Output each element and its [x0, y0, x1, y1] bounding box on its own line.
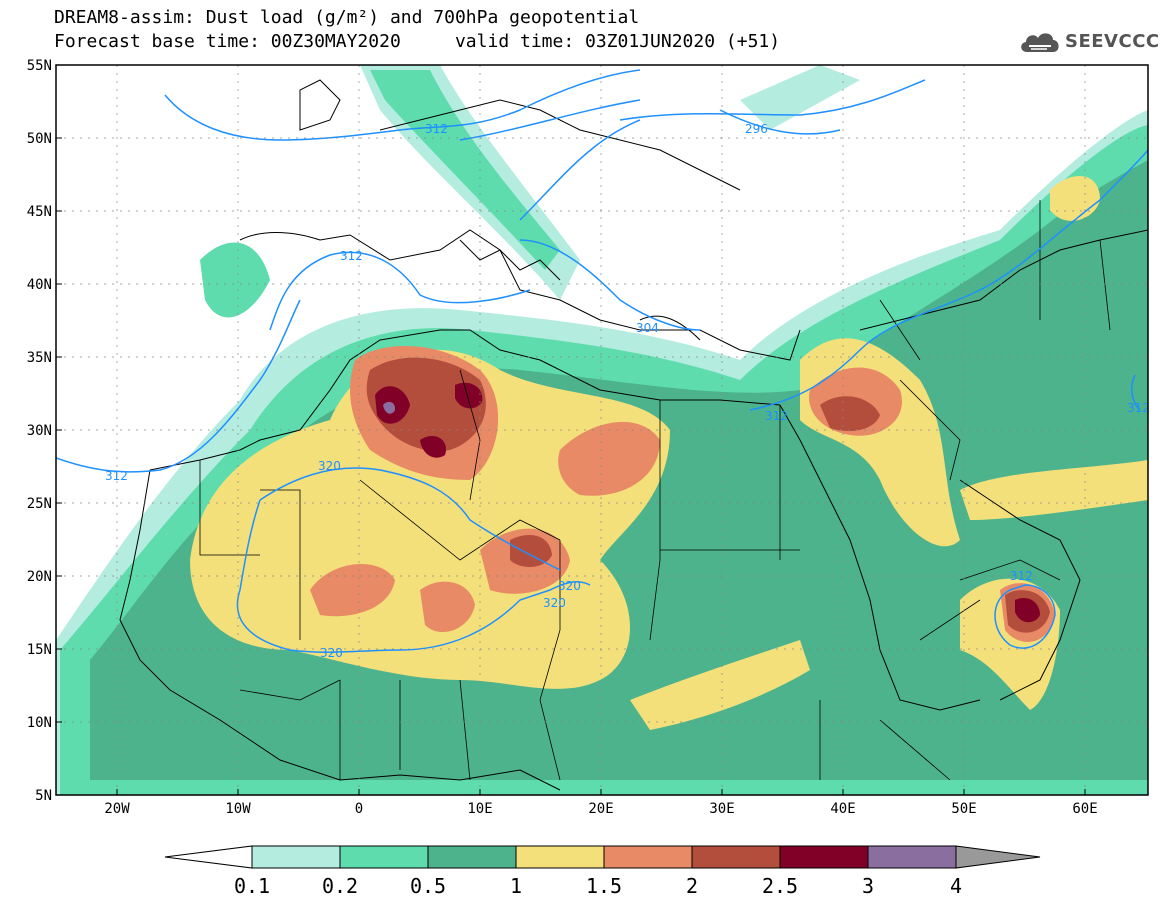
contour-label: 304 [636, 321, 659, 335]
contour-label: 312 [105, 469, 128, 483]
coastlines [119, 79, 1148, 791]
lon-label: 30E [709, 801, 734, 817]
contour-label: 312 [1127, 401, 1150, 415]
colorbar-swatch [691, 845, 781, 869]
lon-label: 10E [467, 801, 492, 817]
longitude-labels: 20W 10W 0 10E 20E 30E 40E 50E 60E [104, 801, 1097, 817]
map-title-line-2: Forecast base time: 00Z30MAY2020 valid t… [54, 31, 781, 52]
colorbar-label: 2.5 [762, 874, 798, 898]
colorbar-swatch [779, 845, 869, 869]
colorbar-label: 0.1 [234, 874, 270, 898]
country-borders [199, 200, 1111, 781]
contour-labels: 312 296 312 304 312 312 320 320 320 320 … [105, 122, 1150, 660]
cloud-icon [1021, 33, 1059, 52]
colorbar-label: 0.5 [410, 874, 446, 898]
lat-label: 5N [35, 788, 52, 804]
lat-label: 55N [27, 58, 52, 74]
lon-label: 50E [951, 801, 976, 817]
contour-label: 320 [318, 459, 341, 473]
colorbar-under-triangle [164, 845, 253, 869]
colorbar-swatch [515, 845, 605, 869]
colorbar-over-triangle [955, 845, 1041, 869]
lon-label: 60E [1072, 801, 1097, 817]
graticule [56, 65, 1148, 795]
lat-label: 15N [27, 642, 52, 658]
lat-label: 35N [27, 350, 52, 366]
colorbar-label: 0.2 [322, 874, 358, 898]
colorbar-label: 4 [950, 874, 962, 898]
contour-label: 320 [543, 596, 566, 610]
lat-label: 40N [27, 277, 52, 293]
colorbar-label: 1.5 [586, 874, 622, 898]
contour-label: 312 [765, 409, 788, 423]
dust-level-1 [190, 176, 1148, 730]
latitude-labels: 55N 50N 45N 40N 35N 30N 25N 20N 15N 10N … [27, 58, 52, 804]
geopotential-contours [56, 69, 1148, 653]
map-title-line-1: DREAM8-assim: Dust load (g/m²) and 700hP… [54, 7, 640, 28]
contour-label: 312 [1010, 569, 1033, 583]
lat-label: 10N [27, 715, 52, 731]
contour-label: 320 [558, 579, 581, 593]
colorbar-swatch [603, 845, 693, 869]
lon-label: 40E [830, 801, 855, 817]
lat-label: 25N [27, 496, 52, 512]
lat-label: 30N [27, 423, 52, 439]
colorbar-label: 1 [510, 874, 522, 898]
colorbar-swatch [867, 845, 957, 869]
colorbar: 0.1 0.2 0.5 1 1.5 2 2.5 3 4 [164, 845, 1041, 898]
lon-label: 20W [104, 801, 130, 817]
contour-label: 320 [320, 646, 343, 660]
colorbar-swatch [427, 845, 517, 869]
colorbar-label: 3 [862, 874, 874, 898]
lat-label: 20N [27, 569, 52, 585]
lat-label: 45N [27, 204, 52, 220]
colorbar-swatch [339, 845, 429, 869]
lon-label: 0 [355, 801, 363, 817]
contour-label: 312 [425, 122, 448, 136]
seevccc-logo: SEEVCCC [1017, 26, 1160, 58]
lat-label: 50N [27, 131, 52, 147]
logo-text: SEEVCCC [1065, 31, 1160, 52]
colorbar-swatch [251, 845, 341, 869]
contour-label: 312 [340, 249, 363, 263]
contour-label: 296 [745, 122, 768, 136]
dust-level-2-5 [375, 382, 1040, 623]
dust-level-2 [366, 357, 1050, 633]
dust-level-3 [383, 401, 396, 414]
lon-label: 20E [588, 801, 613, 817]
axis-ticks [56, 64, 1086, 795]
colorbar-label: 2 [686, 874, 698, 898]
lon-label: 10W [225, 801, 251, 817]
